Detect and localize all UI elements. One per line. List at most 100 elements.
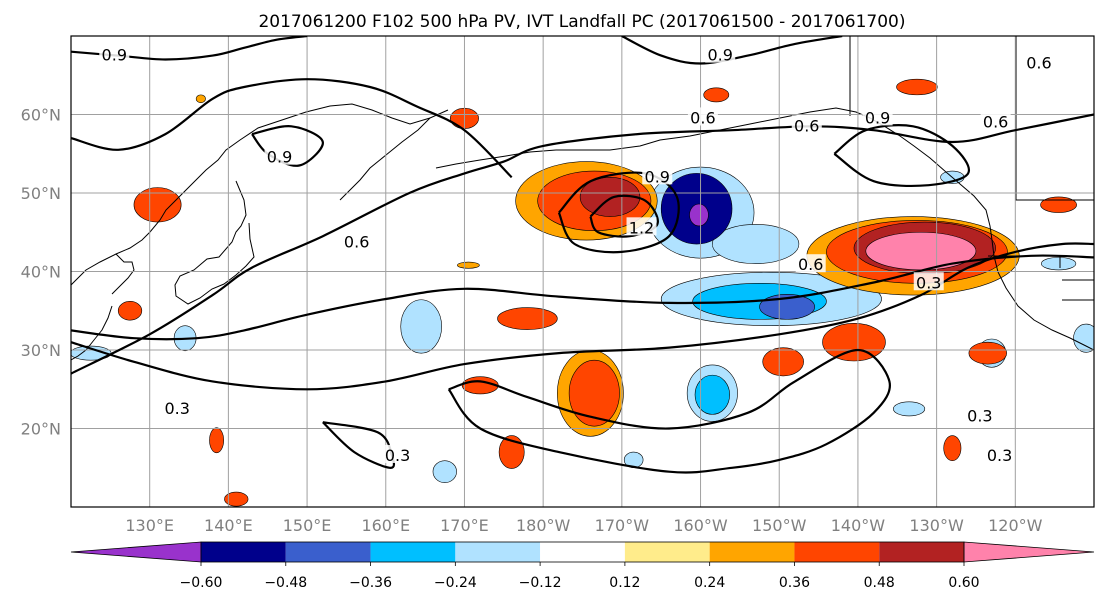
colorbar-extend-min bbox=[70, 541, 202, 563]
contour-label-bg bbox=[99, 44, 130, 63]
colorbar-tick-label: 0.36 bbox=[779, 575, 810, 591]
colorbar-bin bbox=[879, 542, 964, 562]
gridlines bbox=[71, 36, 1094, 507]
shade-pos-232-18n bbox=[943, 435, 962, 461]
lon-tick-label: 170°E bbox=[440, 516, 489, 535]
contour-label-bg bbox=[642, 166, 673, 185]
colorbar-bin bbox=[201, 542, 286, 562]
colorbar-bin bbox=[709, 542, 795, 562]
contour-label: 1.2 bbox=[629, 218, 654, 237]
contour-label: 0.3 bbox=[385, 446, 410, 465]
contour-label: 0.9 bbox=[865, 108, 890, 127]
map-area: 0.9 0.9 0.6 0.6 0.9 0.6 0.6 0.9 0.9 1.2 0.6 0.6 0.3 0… bbox=[71, 36, 1094, 507]
colorbar-bin bbox=[285, 542, 371, 562]
lon-tick-label: 150°E bbox=[283, 516, 332, 535]
colorbar-bin bbox=[370, 542, 456, 562]
lon-tick-label: 160°E bbox=[361, 516, 410, 535]
contour-1.2-loop bbox=[589, 194, 659, 238]
longitude-labels: 130°E 140°E 150°E 160°E 170°E 180°W 170°W 160°W… bbox=[125, 516, 1042, 535]
lon-tick-label: 130°W bbox=[909, 516, 964, 535]
contour-label: 0.6 bbox=[794, 116, 819, 135]
shade-pos-213w-65n bbox=[703, 87, 730, 103]
contour-0.3-southern-band bbox=[71, 242, 1094, 391]
contour-0.6-main bbox=[71, 113, 1094, 375]
contour-label-bg bbox=[984, 444, 1015, 463]
shade-pos-140w-30n bbox=[822, 323, 886, 362]
contour-label-bg bbox=[687, 107, 718, 126]
contour-0.9-loop-low bbox=[557, 171, 680, 254]
coast-china-south bbox=[71, 305, 113, 361]
shade-pos-138e-19n bbox=[209, 427, 224, 454]
shade-pos-177-20n bbox=[498, 435, 525, 469]
colorbar-tick-label: −0.12 bbox=[519, 575, 562, 591]
latitude-labels: 60°N 50°N 40°N 30°N 20°N bbox=[21, 106, 61, 439]
shade-pos-ne-pacific-core bbox=[865, 231, 977, 271]
contour-label: 0.9 bbox=[707, 46, 732, 65]
shade-pos-west-35n bbox=[117, 301, 143, 321]
contour-label-bg bbox=[980, 111, 1011, 130]
shade-neg-hawaii-n-core bbox=[694, 374, 730, 415]
lat-tick-label: 50°N bbox=[21, 184, 61, 203]
coastlines bbox=[71, 36, 1094, 361]
colorbar-extend-max bbox=[963, 541, 1095, 563]
lon-tick-label: 170°W bbox=[595, 516, 650, 535]
shade-neg-east-coast bbox=[1040, 257, 1077, 271]
shade-pos-139e-61n bbox=[195, 94, 206, 104]
contour-label: 0.6 bbox=[690, 108, 715, 127]
colorbar-tick-label: 0.48 bbox=[864, 575, 895, 591]
colorbar: −0.60 −0.48 −0.36 −0.24 −0.12 0.12 0.24 0.36 0.4… bbox=[70, 541, 1095, 591]
colorbar-bin bbox=[624, 542, 710, 562]
contour-label: 0.3 bbox=[987, 446, 1012, 465]
lon-tick-label: 180°W bbox=[516, 516, 571, 535]
contour-label: 0.6 bbox=[798, 255, 823, 274]
lat-tick-label: 30°N bbox=[21, 341, 61, 360]
chart-title: 2017061200 F102 500 hPa PV, IVT Landfall… bbox=[258, 12, 905, 32]
colorbar-bin bbox=[540, 542, 625, 562]
shade-pos-123w-30n bbox=[968, 341, 1007, 365]
lon-tick-label: 150°W bbox=[752, 516, 807, 535]
shade-pos-178e-34n bbox=[497, 307, 558, 330]
shade-pos-140e-11n bbox=[224, 491, 249, 507]
shade-pos-137w-63n bbox=[896, 78, 938, 96]
lon-tick-label: 140°W bbox=[831, 516, 886, 535]
contour-label-bg bbox=[791, 115, 822, 134]
contour-label: 0.9 bbox=[267, 148, 292, 167]
shade-pos-east-49n bbox=[1040, 196, 1077, 213]
contour-label-bg bbox=[795, 254, 826, 273]
contour-labels: 0.9 0.9 0.6 0.6 0.9 0.6 0.6 0.9 0.9 1.2 0.6 0.6 0.3 0… bbox=[99, 44, 1054, 465]
lon-tick-label: 130°E bbox=[125, 516, 174, 535]
colorbar-tick-label: −0.60 bbox=[180, 575, 223, 591]
lon-tick-label: 140°E bbox=[204, 516, 253, 535]
contour-0.3-south-loop bbox=[447, 348, 891, 474]
pv-contours bbox=[71, 36, 1094, 474]
contour-label-bg bbox=[626, 217, 657, 236]
shade-neg-east-edge bbox=[1073, 323, 1094, 353]
contour-label-bg bbox=[964, 405, 995, 424]
lat-tick-label: 40°N bbox=[21, 263, 61, 282]
shade-pos-west-48n bbox=[133, 187, 182, 223]
colorbar-bin bbox=[455, 542, 541, 562]
contour-0.6-upper bbox=[71, 78, 513, 179]
colorbar-tick-label: 0.60 bbox=[948, 575, 979, 591]
colorbar-tick-label: −0.24 bbox=[434, 575, 477, 591]
contour-label-bg bbox=[913, 272, 944, 291]
shade-neg-west-160 bbox=[400, 299, 442, 354]
contour-label-bg bbox=[1023, 52, 1054, 71]
contour-label-bg bbox=[341, 231, 372, 250]
shade-pos-150w-30n bbox=[762, 347, 804, 377]
colorbar-frame bbox=[200, 541, 965, 563]
shade-neg-small-170 bbox=[432, 460, 457, 483]
contour-label-bg bbox=[264, 146, 295, 165]
map-frame bbox=[70, 35, 1095, 508]
contour-label-bg bbox=[862, 107, 893, 126]
shade-neg-core-aleutian-deep bbox=[689, 203, 709, 227]
contour-label: 0.3 bbox=[967, 407, 992, 426]
colorbar-tick-label: 0.24 bbox=[694, 575, 725, 591]
lon-tick-label: 120°W bbox=[988, 516, 1043, 535]
shade-pos-172e-41n bbox=[457, 261, 480, 269]
contour-label-bg bbox=[705, 44, 736, 63]
lon-tick-label: 160°W bbox=[673, 516, 728, 535]
contour-label: 0.9 bbox=[645, 167, 670, 186]
contour-label-bg bbox=[162, 397, 193, 416]
